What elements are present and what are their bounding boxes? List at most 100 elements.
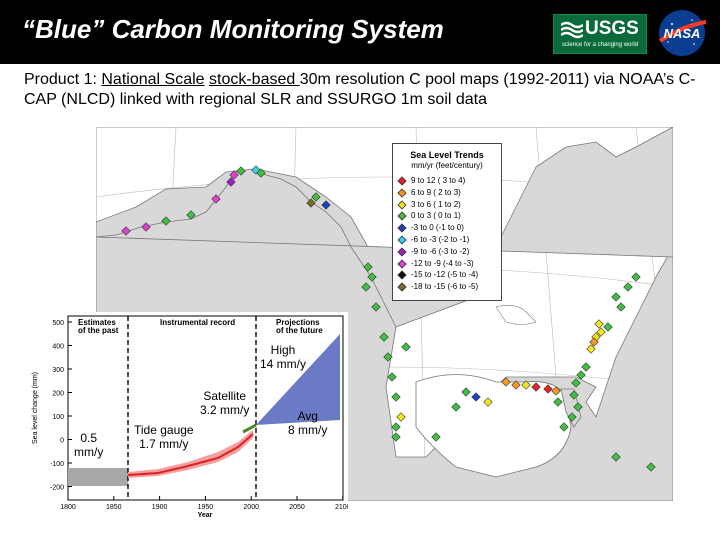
past-estimate-band [68, 468, 128, 486]
tide-station-marker [363, 262, 373, 272]
legend-item: 3 to 6 ( 1 to 2) [397, 199, 498, 210]
tide-station-marker [611, 292, 621, 302]
header-past: Estimates of the past [78, 318, 119, 335]
legend-item: -3 to 0 (-1 to 0) [397, 223, 498, 233]
legend-label: 0 to 3 ( 0 to 1) [411, 211, 461, 221]
legend-label: -18 to -15 (-6 to -5) [411, 282, 479, 292]
legend-item: -12 to -9 (-4 to -3) [397, 258, 498, 269]
tide-station-marker [256, 168, 266, 178]
tide-station-marker [379, 332, 389, 342]
y-axis-label: Sea level change (mm) [32, 372, 39, 444]
alaska-coast [96, 127, 673, 328]
annotation-tide-gauge: Tide gauge 1.7 mm/y [134, 423, 194, 451]
tide-station-marker [401, 342, 411, 352]
tide-station-marker [371, 302, 381, 312]
legend-item: 9 to 12 ( 3 to 4) [397, 176, 498, 186]
x-tick-label: 1900 [152, 504, 168, 511]
tide-station-marker [361, 282, 371, 292]
tide-station-marker [211, 194, 221, 204]
tide-station-marker [236, 166, 246, 176]
station-markers [121, 165, 656, 472]
tide-station-marker [616, 302, 626, 312]
tide-station-marker [559, 422, 569, 432]
desc-prefix: Product 1: [24, 71, 102, 88]
slide-title: “Blue” Carbon Monitoring System [22, 14, 444, 44]
tide-station-marker [531, 382, 541, 392]
y-tick-label: 500 [52, 320, 64, 327]
title-bar: “Blue” Carbon Monitoring System USGS sci… [0, 0, 720, 64]
legend-swatch [397, 200, 407, 210]
legend-item: 0 to 3 ( 0 to 1) [397, 211, 498, 221]
desc-rest: 30m resolution C pool maps (1992-2011) v… [24, 71, 696, 108]
tide-station-marker [387, 372, 397, 382]
product-description: Product 1: National Scale stock-based 30… [24, 70, 704, 110]
tide-gauge-line [127, 433, 254, 476]
legend-label: -3 to 0 (-1 to 0) [411, 223, 464, 233]
sea-level-history-plot: 500 400 300 200 100 0 -100 -200 1800 1850 1900 195… [32, 315, 351, 519]
annotation-high: High 14 mm/y [260, 343, 307, 371]
tide-station-marker [306, 198, 316, 208]
projection-wedge [256, 334, 340, 425]
satellite-line [242, 423, 257, 434]
y-tick-label: -200 [50, 485, 64, 492]
legend-swatch [397, 176, 407, 186]
y-tick-label: 0 [60, 438, 64, 445]
tide-station-marker [461, 387, 471, 397]
legend-item: -18 to -15 (-6 to -5) [397, 282, 498, 292]
legend-label: -9 to -6 (-3 to -2) [411, 246, 470, 256]
tide-station-marker [586, 344, 596, 354]
y-axis-ticks: 500 400 300 200 100 0 -100 -200 [50, 320, 72, 492]
tide-station-marker [589, 337, 599, 347]
annotation-satellite: Satellite 3.2 mm/y [200, 389, 250, 417]
legend-label: -15 to -12 (-5 to -4) [411, 270, 479, 280]
annotation-past-rate: 0.5 mm/y [74, 431, 104, 459]
tide-station-marker [186, 210, 196, 220]
tide-station-marker [391, 432, 401, 442]
desc-national-scale: National Scale [101, 71, 205, 88]
legend-swatch [397, 247, 407, 257]
tide-station-marker [161, 216, 171, 226]
legend-swatch [397, 282, 407, 292]
header-future: Projections of the future [276, 318, 323, 335]
svg-text:NASA: NASA [664, 26, 701, 41]
annotation-avg: Avg 8 mm/y [288, 409, 328, 437]
legend-item: -9 to -6 (-3 to -2) [397, 246, 498, 257]
tide-station-marker [431, 432, 441, 442]
legend-subtitle: mm/yr (feet/century) [411, 161, 483, 170]
tide-station-marker [631, 272, 641, 282]
tide-station-marker [471, 392, 481, 402]
legend-item: 6 to 9 ( 2 to 3) [397, 187, 498, 198]
tide-station-marker [521, 380, 531, 390]
x-tick-label: 1950 [198, 504, 214, 511]
y-tick-label: 300 [52, 367, 64, 374]
y-tick-label: 400 [52, 344, 64, 351]
tide-station-marker [646, 462, 656, 472]
tide-station-marker [567, 412, 577, 422]
legend-item: -6 to -3 (-2 to -1) [397, 235, 498, 245]
tide-station-marker [611, 452, 621, 462]
nasa-logo: NASA [658, 10, 707, 56]
usgs-tagline: science for a changing world [562, 42, 639, 48]
legend-title: Sea Level Trends [410, 150, 484, 160]
tide-station-marker [603, 322, 613, 332]
tide-station-marker [596, 327, 606, 337]
tide-station-marker [391, 392, 401, 402]
sea-level-legend: Sea Level Trends mm/yr (feet/century) 9 … [392, 143, 502, 301]
y-tick-label: 200 [52, 391, 64, 398]
tide-station-marker [451, 402, 461, 412]
tide-station-marker [391, 422, 401, 432]
y-tick-label: 100 [52, 414, 64, 421]
legend-label: 3 to 6 ( 1 to 2) [411, 199, 461, 209]
sea-level-history-chart: 500 400 300 200 100 0 -100 -200 1800 1850 1900 195… [28, 312, 351, 520]
tide-station-marker [511, 380, 521, 390]
tide-station-marker [553, 397, 563, 407]
tide-station-marker [321, 200, 331, 210]
legend-item: -15 to -12 (-5 to -4) [397, 270, 498, 280]
legend-label: -6 to -3 (-2 to -1) [411, 235, 470, 244]
legend-label: -12 to -9 (-4 to -3) [411, 258, 474, 268]
tide-station-marker [576, 370, 586, 380]
legend-swatch [397, 223, 407, 233]
legend-label: 6 to 9 ( 2 to 3) [411, 187, 461, 197]
tide-station-marker [226, 177, 236, 187]
legend-swatch [397, 188, 407, 198]
